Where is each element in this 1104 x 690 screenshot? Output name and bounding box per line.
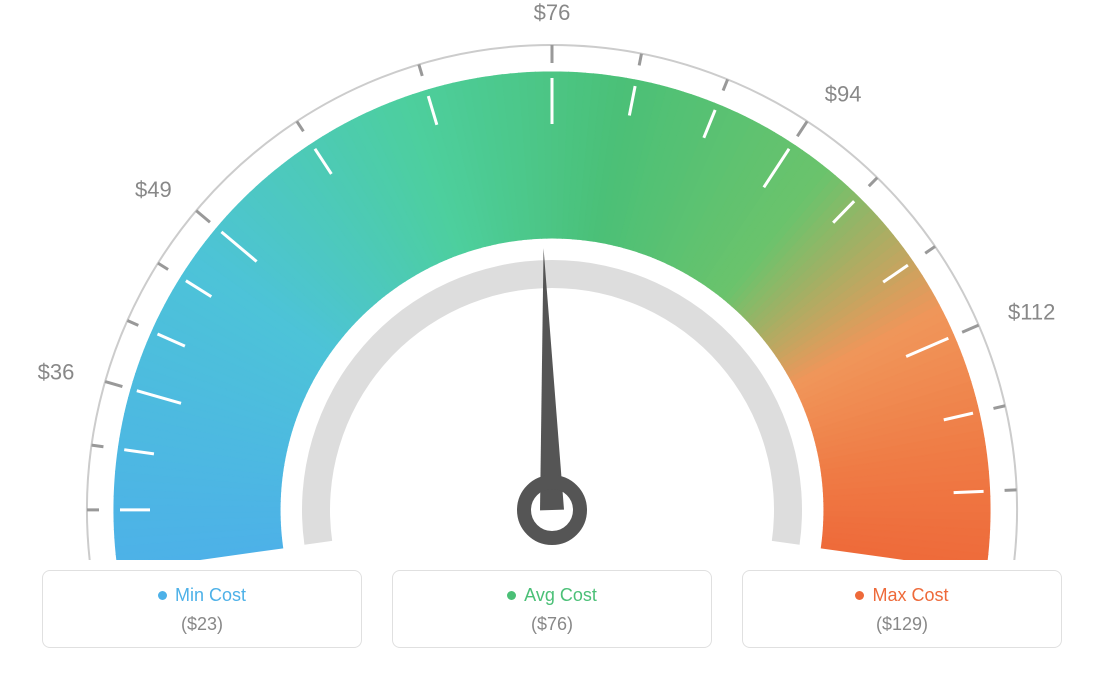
svg-text:$94: $94 — [825, 82, 862, 107]
cost-summary-row: Min Cost ($23) Avg Cost ($76) Max Cost (… — [0, 570, 1104, 648]
max-cost-label-text: Max Cost — [872, 585, 948, 606]
dot-icon — [507, 591, 516, 600]
avg-cost-label: Avg Cost — [507, 585, 597, 606]
svg-text:$112: $112 — [1008, 299, 1055, 324]
gauge-svg: $23$36$49$76$94$112$129 — [0, 0, 1104, 560]
min-cost-label: Min Cost — [158, 585, 246, 606]
min-cost-value: ($23) — [43, 614, 361, 635]
min-cost-label-text: Min Cost — [175, 585, 246, 606]
min-cost-card: Min Cost ($23) — [42, 570, 362, 648]
avg-cost-card: Avg Cost ($76) — [392, 570, 712, 648]
max-cost-value: ($129) — [743, 614, 1061, 635]
svg-text:$49: $49 — [135, 177, 172, 202]
svg-text:$36: $36 — [38, 360, 75, 385]
max-cost-label: Max Cost — [855, 585, 948, 606]
avg-cost-value: ($76) — [393, 614, 711, 635]
gauge-chart: $23$36$49$76$94$112$129 — [0, 0, 1104, 560]
dot-icon — [855, 591, 864, 600]
max-cost-card: Max Cost ($129) — [742, 570, 1062, 648]
avg-cost-label-text: Avg Cost — [524, 585, 597, 606]
dot-icon — [158, 591, 167, 600]
svg-text:$76: $76 — [534, 0, 571, 25]
